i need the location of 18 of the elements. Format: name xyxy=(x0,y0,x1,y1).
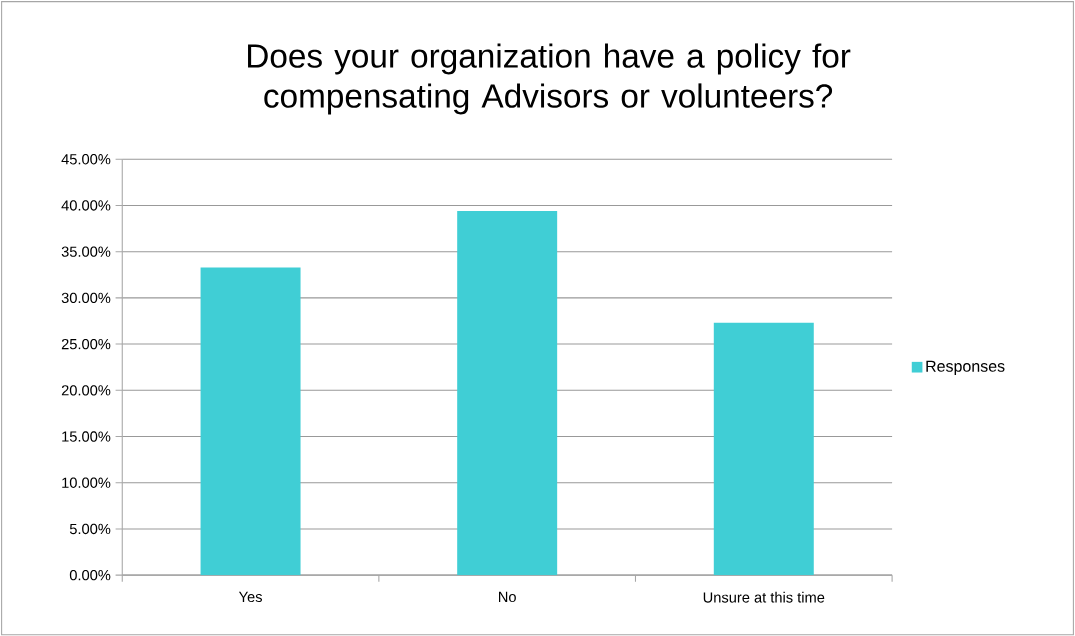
y-tick-label: 30.00% xyxy=(61,292,111,303)
y-tick-label: 10.00% xyxy=(62,477,111,488)
y-tick-label: 35.00% xyxy=(61,246,111,257)
y-tick-label: 25.00% xyxy=(61,338,111,350)
y-tick-label: 15.00% xyxy=(62,431,111,442)
bar xyxy=(200,267,301,575)
y-tick-label: 0.00% xyxy=(69,569,111,581)
y-tick-label: 45.00% xyxy=(61,153,111,165)
x-tick-label: Unsure at this time xyxy=(703,591,825,603)
chart-title: Does your organization have a policy for compensating Advisors or volunteers? xyxy=(248,43,851,115)
legend-label: Responses xyxy=(926,360,1005,375)
bar xyxy=(457,210,558,575)
x-tick-label: No xyxy=(499,591,516,602)
y-tick-label: 20.00% xyxy=(61,384,111,396)
y-tick-label: 5.00% xyxy=(69,523,111,534)
x-tick-label: Yes xyxy=(238,591,262,602)
bar xyxy=(713,322,814,575)
y-tick-label: 40.00% xyxy=(61,200,111,211)
